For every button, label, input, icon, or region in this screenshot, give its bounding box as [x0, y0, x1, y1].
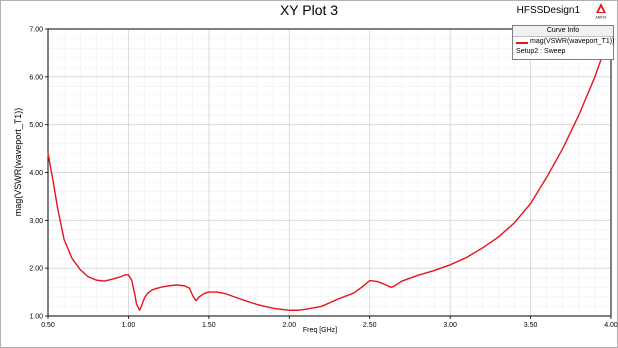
ansys-logo-text: ANSYS: [596, 16, 607, 20]
x-tick-label: 4.00: [604, 322, 618, 329]
grid-lines: [47, 28, 612, 317]
x-tick-label: 2.00: [282, 322, 296, 329]
plot-title: XY Plot 3: [279, 2, 339, 18]
curve-info-legend[interactable]: Curve Info mag(VSWR(waveport_T1)) Setup2…: [512, 25, 614, 60]
x-tick-label: 2.50: [363, 322, 377, 329]
y-tick-label: 2.00: [29, 266, 43, 273]
y-tick-label: 6.00: [29, 74, 43, 81]
axis-ticks: 0.50 1.00 1.50 2.00 2.50 3.00 3.50 4.001.002.00…: [29, 27, 618, 330]
design-name: HFSSDesign1: [516, 5, 580, 16]
legend-curve-label: mag(VSWR(waveport_T1)): [530, 38, 615, 45]
legend-setup-label: Setup2 : Sweep: [516, 48, 566, 55]
y-tick-label: 1.00: [29, 314, 43, 321]
series-layer: [47, 30, 612, 311]
x-tick-label: 1.50: [202, 322, 216, 329]
legend-swatch: [516, 42, 528, 44]
legend-heading: Curve Info: [513, 26, 613, 37]
y-tick-label: 3.00: [29, 218, 43, 225]
x-tick-label: 1.00: [122, 322, 136, 329]
series-line-vswr: [47, 30, 612, 311]
y-tick-label: 4.00: [29, 170, 43, 177]
x-tick-label: 3.50: [524, 322, 538, 329]
x-tick-label: 3.00: [443, 322, 457, 329]
x-axis-label: Freq [GHz]: [302, 327, 338, 334]
x-tick-label: 0.50: [41, 322, 55, 329]
ansys-logo-icon: ANSYS: [596, 3, 607, 20]
legend-entry[interactable]: mag(VSWR(waveport_T1)): [513, 37, 615, 47]
y-tick-label: 7.00: [29, 27, 43, 34]
y-tick-label: 5.00: [29, 122, 43, 129]
y-axis-label: mag(VSWR(waveport_T1)): [13, 107, 23, 217]
